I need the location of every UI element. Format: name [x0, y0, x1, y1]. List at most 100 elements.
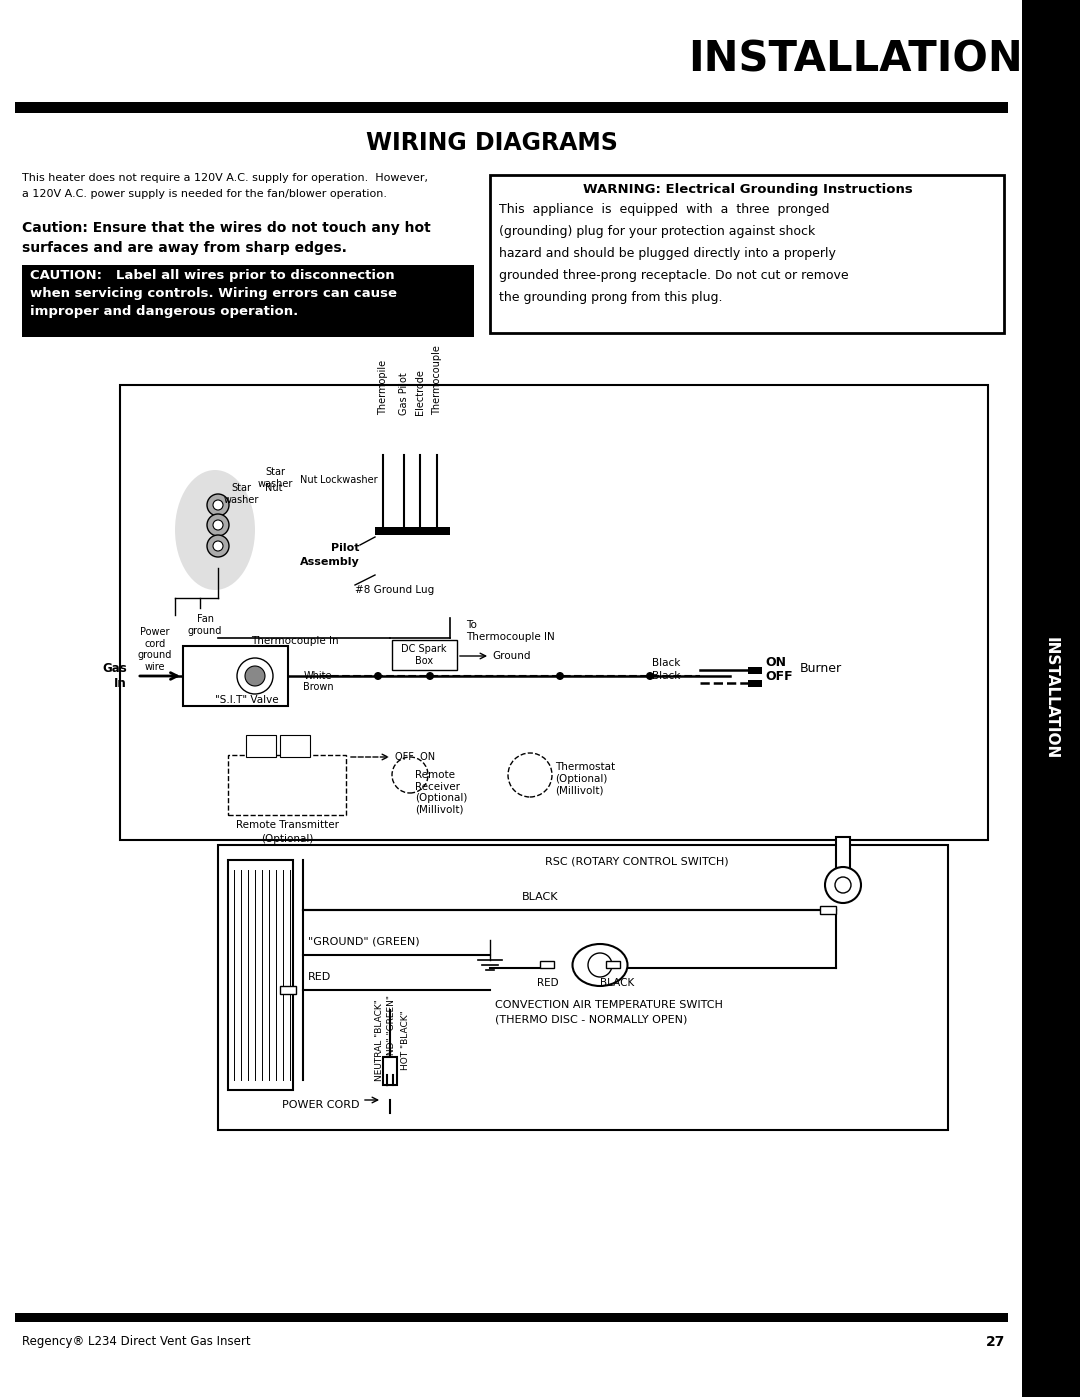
Text: Star
washer: Star washer	[224, 483, 259, 504]
Text: Black: Black	[651, 658, 680, 668]
Text: Nut: Nut	[300, 475, 318, 485]
Circle shape	[207, 535, 229, 557]
Bar	[280, 735, 310, 757]
Text: "GROUND" "GREEN": "GROUND" "GREEN"	[388, 995, 396, 1085]
Circle shape	[556, 672, 564, 680]
Text: BLACK: BLACK	[522, 893, 558, 902]
Text: Thermocouple In: Thermocouple In	[252, 636, 339, 645]
Text: Thermocouple: Thermocouple	[432, 345, 442, 415]
Text: Thermostat
(Optional)
(Millivolt): Thermostat (Optional) (Millivolt)	[555, 761, 616, 795]
Text: a 120V A.C. power supply is needed for the fan/blower operation.: a 120V A.C. power supply is needed for t…	[22, 189, 387, 198]
Circle shape	[426, 672, 434, 680]
Text: improper and dangerous operation.: improper and dangerous operation.	[30, 305, 298, 317]
Text: CONVECTION AIR TEMPERATURE SWITCH: CONVECTION AIR TEMPERATURE SWITCH	[495, 1000, 723, 1010]
Text: Assembly: Assembly	[300, 557, 360, 567]
Circle shape	[588, 953, 612, 977]
Bar	[280, 986, 296, 995]
Text: Pilot: Pilot	[332, 543, 360, 553]
Bar	[183, 645, 288, 705]
Text: Lockwasher: Lockwasher	[320, 475, 378, 485]
Circle shape	[207, 495, 229, 515]
Text: Gas
In: Gas In	[103, 662, 127, 690]
Bar	[228, 754, 346, 814]
Text: This  appliance  is  equipped  with  a  three  pronged: This appliance is equipped with a three …	[499, 204, 829, 217]
Circle shape	[207, 514, 229, 536]
Text: Brown: Brown	[302, 682, 334, 692]
Bar	[22, 265, 474, 337]
Bar	[836, 837, 850, 887]
Text: RSC (ROTARY CONTROL SWITCH): RSC (ROTARY CONTROL SWITCH)	[545, 856, 729, 868]
Bar	[606, 961, 620, 968]
Text: Burner: Burner	[800, 662, 842, 676]
Text: INSTALLATION: INSTALLATION	[688, 39, 1023, 81]
Text: RED: RED	[308, 972, 332, 982]
Bar	[15, 1313, 1008, 1322]
Text: "S.I.T" Valve: "S.I.T" Valve	[215, 694, 279, 705]
Text: Thermopile: Thermopile	[378, 360, 388, 415]
Text: OFF: OFF	[765, 669, 793, 683]
Text: INSTALLATION: INSTALLATION	[1043, 637, 1058, 760]
Text: 27: 27	[986, 1336, 1005, 1350]
Bar	[120, 386, 988, 840]
Text: Power
cord
ground
wire: Power cord ground wire	[138, 627, 172, 672]
Text: RED: RED	[537, 978, 558, 988]
Text: To
Thermocouple IN: To Thermocouple IN	[465, 620, 555, 641]
Text: HOT "BLACK": HOT "BLACK"	[401, 1010, 409, 1070]
Text: when servicing controls. Wiring errors can cause: when servicing controls. Wiring errors c…	[30, 286, 397, 299]
Bar	[383, 1058, 397, 1085]
Circle shape	[213, 500, 222, 510]
Circle shape	[508, 753, 552, 798]
Text: Fan
ground: Fan ground	[188, 615, 222, 636]
Text: Black: Black	[651, 671, 680, 680]
Text: Electrode: Electrode	[415, 369, 426, 415]
Circle shape	[835, 877, 851, 893]
Text: Remote
Receiver
(Optional)
(Millivolt): Remote Receiver (Optional) (Millivolt)	[415, 770, 468, 814]
Ellipse shape	[175, 469, 255, 590]
Text: Caution: Ensure that the wires do not touch any hot: Caution: Ensure that the wires do not to…	[22, 221, 431, 235]
Text: Regency® L234 Direct Vent Gas Insert: Regency® L234 Direct Vent Gas Insert	[22, 1336, 251, 1348]
Text: (grounding) plug for your protection against shock: (grounding) plug for your protection aga…	[499, 225, 815, 239]
Bar	[228, 861, 293, 1090]
Text: NEUTRAL "BLACK": NEUTRAL "BLACK"	[376, 999, 384, 1081]
Circle shape	[374, 672, 382, 680]
Text: surfaces and are away from sharp edges.: surfaces and are away from sharp edges.	[22, 242, 347, 256]
Text: Remote Transmitter: Remote Transmitter	[235, 820, 338, 830]
Circle shape	[237, 658, 273, 694]
Text: White: White	[303, 671, 333, 680]
Bar	[15, 102, 1008, 113]
Ellipse shape	[572, 944, 627, 986]
Text: hazard and should be plugged directly into a properly: hazard and should be plugged directly in…	[499, 247, 836, 260]
Bar	[748, 666, 762, 673]
Text: OFF  ON: OFF ON	[395, 752, 435, 761]
Text: WIRING DIAGRAMS: WIRING DIAGRAMS	[366, 131, 618, 155]
Text: Star
washer: Star washer	[257, 467, 293, 489]
Text: DC Spark
Box: DC Spark Box	[402, 644, 447, 666]
Text: CAUTION:   Label all wires prior to disconnection: CAUTION: Label all wires prior to discon…	[30, 268, 394, 282]
Circle shape	[213, 520, 222, 529]
Text: the grounding prong from this plug.: the grounding prong from this plug.	[499, 292, 723, 305]
Circle shape	[392, 757, 428, 793]
Bar	[375, 527, 450, 535]
Text: "GROUND" (GREEN): "GROUND" (GREEN)	[308, 936, 420, 946]
Bar	[540, 961, 554, 968]
Bar	[246, 735, 276, 757]
Circle shape	[825, 868, 861, 902]
Text: WARNING: Electrical Grounding Instructions: WARNING: Electrical Grounding Instructio…	[583, 183, 913, 197]
Text: This heater does not require a 120V A.C. supply for operation.  However,: This heater does not require a 120V A.C.…	[22, 173, 428, 183]
Text: Ground: Ground	[492, 651, 530, 661]
Text: ON: ON	[765, 655, 786, 669]
Bar	[392, 640, 457, 671]
Text: Nut: Nut	[265, 483, 283, 493]
Bar	[1022, 0, 1080, 1397]
Text: (THERMO DISC - NORMALLY OPEN): (THERMO DISC - NORMALLY OPEN)	[495, 1016, 687, 1025]
Text: (Optional): (Optional)	[260, 834, 313, 844]
Text: #8 Ground Lug: #8 Ground Lug	[355, 585, 434, 595]
Circle shape	[245, 666, 265, 686]
Text: BLACK: BLACK	[599, 978, 634, 988]
Text: grounded three-prong receptacle. Do not cut or remove: grounded three-prong receptacle. Do not …	[499, 270, 849, 282]
Text: Gas Pilot: Gas Pilot	[399, 372, 409, 415]
Bar	[820, 907, 836, 914]
Bar	[218, 845, 948, 1130]
Bar	[748, 680, 762, 687]
Circle shape	[646, 672, 654, 680]
